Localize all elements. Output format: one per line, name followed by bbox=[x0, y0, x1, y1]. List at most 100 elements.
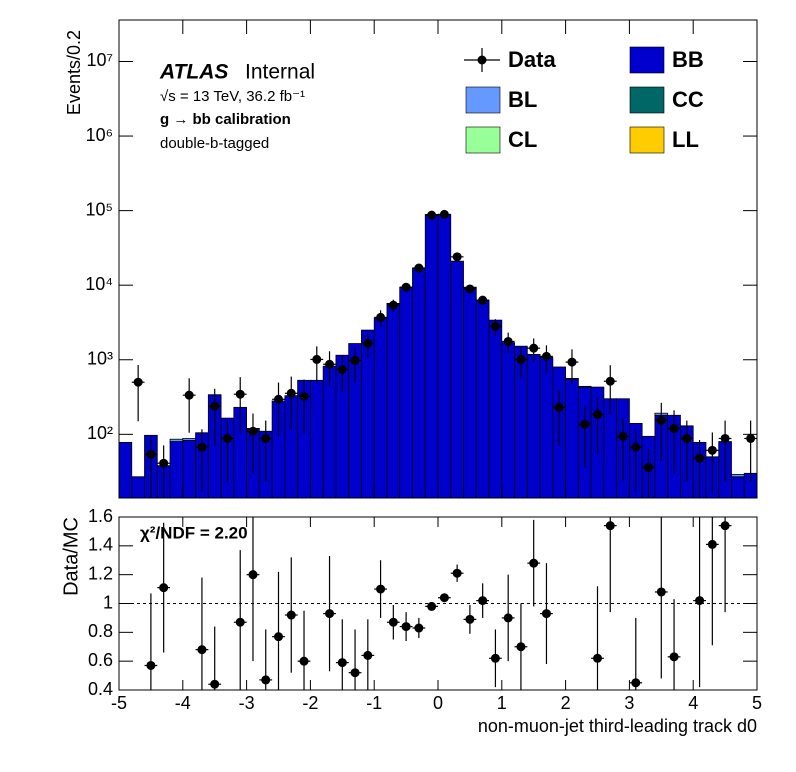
data-point bbox=[656, 415, 666, 425]
legend-swatch bbox=[629, 86, 665, 114]
y-tick-label: 10⁵ bbox=[86, 199, 113, 219]
data-point bbox=[605, 376, 615, 386]
ratio-area bbox=[119, 517, 757, 690]
legend-swatch bbox=[465, 86, 501, 114]
data-point bbox=[478, 596, 488, 606]
x-tick-label: 3 bbox=[624, 693, 634, 713]
histogram-bar bbox=[437, 213, 452, 498]
data-point bbox=[465, 614, 475, 624]
x-tick-label: 1 bbox=[497, 693, 507, 713]
histogram-bar bbox=[731, 476, 745, 498]
data-point bbox=[388, 300, 398, 310]
data-point bbox=[516, 354, 526, 364]
data-area bbox=[131, 209, 757, 498]
data-point bbox=[235, 617, 245, 627]
data-point bbox=[184, 390, 194, 400]
data-point bbox=[631, 678, 641, 688]
data-point bbox=[274, 394, 283, 404]
data-point bbox=[222, 433, 232, 443]
y-tick-label: 0.4 bbox=[88, 679, 113, 699]
y-axis-label: Data/MC bbox=[60, 517, 82, 596]
y-tick-label: 10⁷ bbox=[86, 50, 113, 70]
data-point bbox=[414, 623, 424, 633]
data-point bbox=[503, 613, 513, 623]
data-point bbox=[605, 521, 615, 531]
data-point bbox=[656, 587, 666, 597]
data-point bbox=[363, 650, 373, 660]
data-point bbox=[580, 419, 590, 429]
chi2-label: χ²/NDF = 2.20 bbox=[140, 523, 248, 542]
y-tick-label: 10² bbox=[87, 423, 113, 443]
data-point bbox=[197, 645, 207, 655]
data-point bbox=[452, 252, 462, 262]
y-tick-label: 10⁴ bbox=[85, 274, 113, 294]
histogram-bar bbox=[463, 286, 477, 498]
data-point bbox=[325, 359, 335, 369]
data-point bbox=[299, 656, 309, 666]
legend-label: LL bbox=[672, 127, 699, 152]
data-point bbox=[439, 209, 449, 219]
data-point bbox=[133, 377, 143, 387]
data-point bbox=[618, 431, 628, 441]
legend-swatch bbox=[465, 126, 501, 154]
histogram-bar bbox=[386, 302, 401, 498]
histogram-bar bbox=[169, 438, 184, 442]
data-point bbox=[707, 445, 717, 455]
x-tick-label: -2 bbox=[302, 693, 318, 713]
histogram-bar bbox=[182, 439, 196, 498]
histogram-bar bbox=[131, 476, 145, 498]
data-point bbox=[746, 433, 756, 443]
atlas-label: ATLAS bbox=[159, 61, 228, 84]
histogram-bar bbox=[475, 299, 490, 498]
y-tick-label: 10⁶ bbox=[86, 125, 113, 145]
histogram-bar bbox=[488, 319, 503, 498]
data-point bbox=[210, 401, 220, 411]
data-point bbox=[503, 336, 513, 346]
selection-label: g → bb calibration bbox=[160, 111, 291, 128]
data-point bbox=[695, 596, 705, 606]
y-tick-label: 1 bbox=[103, 592, 113, 612]
data-point bbox=[720, 433, 730, 443]
data-point bbox=[593, 653, 602, 663]
data-point bbox=[350, 355, 360, 365]
data-point bbox=[541, 609, 551, 619]
data-point bbox=[414, 263, 424, 273]
histogram-bar bbox=[424, 213, 439, 498]
x-tick-label: -1 bbox=[366, 693, 382, 713]
data-point bbox=[593, 409, 602, 419]
data-point bbox=[261, 433, 271, 443]
data-point bbox=[159, 458, 169, 468]
legend-swatch bbox=[629, 126, 665, 154]
histogram-bar bbox=[450, 260, 464, 498]
data-point bbox=[682, 433, 692, 443]
histogram-bar bbox=[373, 317, 388, 498]
data-point bbox=[337, 365, 347, 375]
data-point bbox=[695, 453, 705, 463]
data-point bbox=[325, 609, 335, 619]
data-point bbox=[261, 675, 271, 685]
legend-label: Data bbox=[508, 47, 556, 72]
data-point bbox=[439, 593, 449, 603]
data-point bbox=[452, 568, 462, 578]
data-point bbox=[631, 442, 641, 452]
data-point bbox=[401, 282, 411, 292]
data-point bbox=[337, 658, 347, 668]
data-point bbox=[707, 539, 717, 549]
x-axis-label: non-muon-jet third-leading track d0 bbox=[478, 716, 757, 736]
histogram-bar bbox=[169, 441, 184, 498]
x-tick-label: -5 bbox=[111, 693, 127, 713]
histogram-bar bbox=[309, 379, 324, 498]
data-point bbox=[644, 462, 654, 472]
data-point bbox=[350, 668, 360, 678]
x-tick-label: 5 bbox=[752, 693, 762, 713]
y-tick-label: 10³ bbox=[87, 349, 113, 369]
data-point bbox=[516, 642, 526, 652]
data-point bbox=[529, 558, 539, 568]
data-point bbox=[159, 583, 169, 593]
data-point bbox=[669, 423, 679, 433]
data-point bbox=[529, 343, 539, 353]
histogram-area bbox=[119, 213, 757, 498]
data-point bbox=[210, 679, 220, 689]
histogram-bar bbox=[182, 438, 196, 441]
y-tick-label: 1.2 bbox=[88, 563, 113, 583]
